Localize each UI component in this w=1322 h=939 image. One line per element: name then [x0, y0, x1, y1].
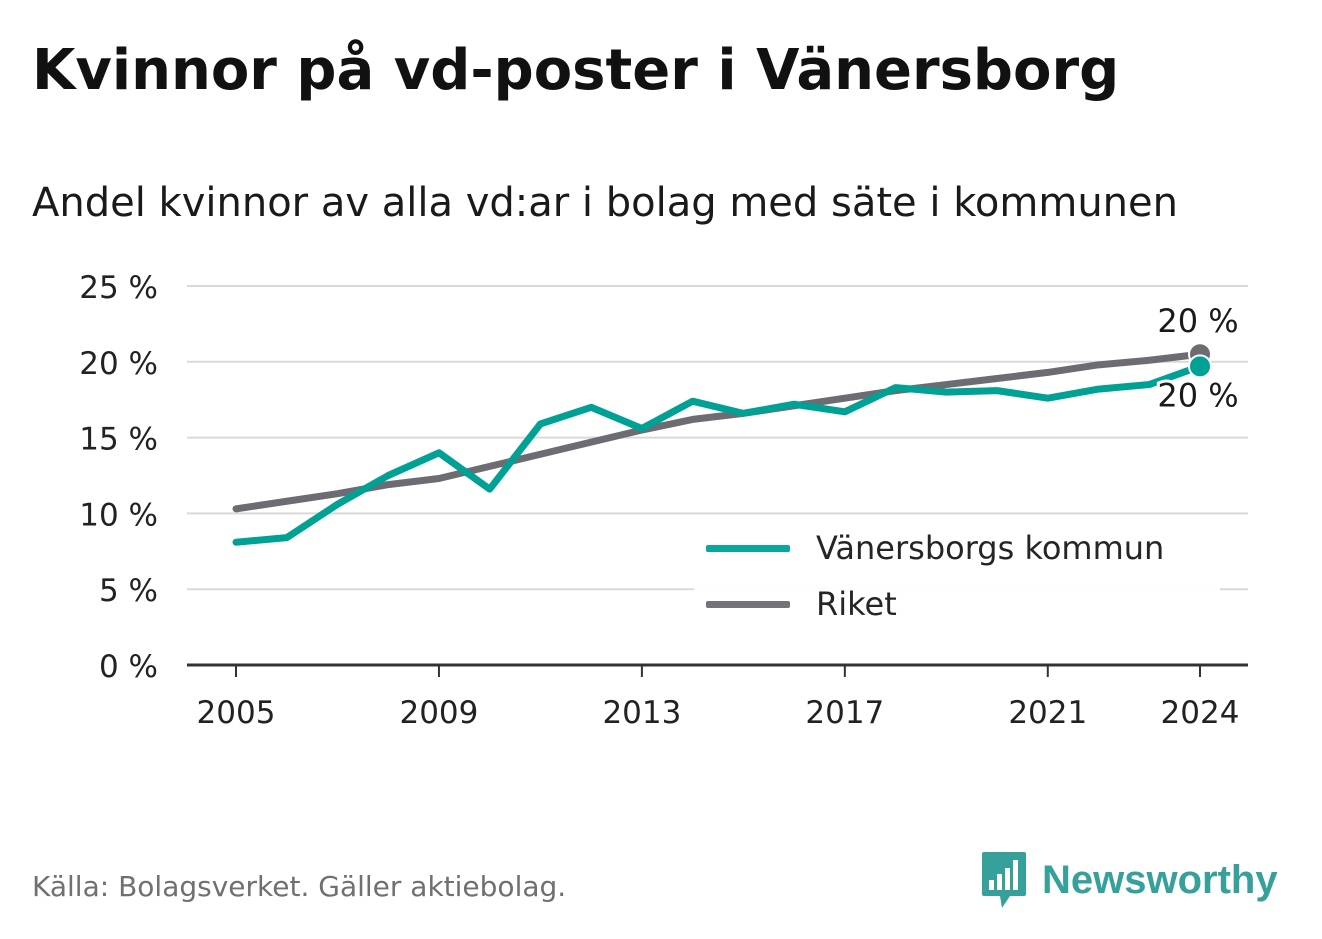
source-note: Källa: Bolagsverket. Gäller aktiebolag. [32, 870, 567, 903]
brand: Newsworthy [980, 848, 1278, 912]
y-tick-label: 0 % [99, 649, 158, 685]
legend-item-riket: Riket [706, 584, 897, 624]
x-tick-label: 2017 [805, 695, 884, 731]
y-tick-label: 15 % [79, 422, 158, 458]
legend-label-riket: Riket [816, 585, 897, 623]
legend-swatch-kommun [706, 544, 790, 552]
series-line-kommun [232, 362, 1204, 546]
chart-subtitle: Andel kvinnor av alla vd:ar i bolag med … [32, 180, 1178, 226]
x-tick-label: 2005 [197, 695, 276, 731]
newsworthy-logo-icon [982, 852, 1026, 908]
end-label-riket: 20 % [1157, 302, 1238, 340]
axes: 0 % 5 % 10 % 15 % 20 % 25 % 2005 2009 2013 2017 20… [79, 270, 1248, 731]
brand-name: Newsworthy [1042, 857, 1278, 902]
y-tick-label: 25 % [79, 270, 158, 306]
series-line-riket [232, 350, 1204, 513]
data-labels: 20 % 20 % [1154, 299, 1241, 417]
end-label-kommun: 20 % [1157, 376, 1238, 414]
y-tick-label: 5 % [99, 573, 158, 609]
y-tick-label: 20 % [79, 346, 158, 382]
legend: Vänersborgs kommun Riket [694, 516, 1220, 628]
x-tick-label: 2024 [1161, 695, 1240, 731]
legend-item-kommun: Vänersborgs kommun [706, 528, 1164, 568]
legend-swatch-riket [706, 600, 790, 608]
x-tick-label: 2009 [399, 695, 478, 731]
end-marker-kommun [1188, 354, 1212, 379]
y-tick-label: 10 % [79, 497, 158, 533]
x-tick-label: 2013 [602, 695, 681, 731]
series-lines [232, 342, 1212, 546]
x-tick-label: 2021 [1008, 695, 1087, 731]
legend-label-kommun: Vänersborgs kommun [816, 529, 1165, 567]
chart-title: Kvinnor på vd-poster i Vänersborg [32, 38, 1120, 103]
